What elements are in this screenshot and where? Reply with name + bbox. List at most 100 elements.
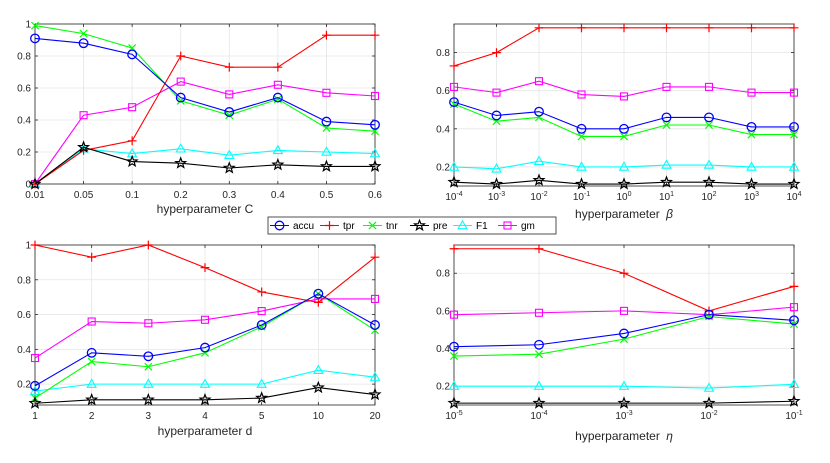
data-point-gm <box>619 306 629 315</box>
data-point-tpr <box>619 268 629 278</box>
series-accu <box>30 288 380 391</box>
data-point-pre <box>368 159 382 172</box>
x-axis-label: hyperparameter η <box>575 429 673 443</box>
series-line-tnr <box>34 25 376 132</box>
data-point-f1 <box>788 378 800 389</box>
data-point-pre <box>28 396 42 409</box>
data-point-pre <box>574 177 589 190</box>
x-tick-label: 0.05 <box>74 190 94 201</box>
series-tnr <box>449 312 799 361</box>
x-tick-label: 10-5 <box>445 410 462 422</box>
data-point-accu <box>576 123 587 134</box>
legend-item-accu: accu <box>270 220 314 232</box>
data-point-pre <box>489 177 504 190</box>
series-line-pre <box>34 387 376 404</box>
x-tick-label: 104 <box>786 191 801 203</box>
data-point-accu <box>661 112 672 123</box>
data-point-pre <box>787 177 801 190</box>
x-tick-label: 10-1 <box>573 191 590 203</box>
data-point-gm <box>79 111 88 120</box>
data-point-gm <box>747 88 756 97</box>
x-tick-label: 103 <box>744 191 759 203</box>
data-point-tpr <box>370 30 380 40</box>
data-point-tpr <box>492 48 501 57</box>
x-tick-label: 10-1 <box>785 410 802 422</box>
data-point-gm <box>534 77 544 86</box>
data-point-pre <box>617 396 631 409</box>
legend-label: tnr <box>386 221 398 232</box>
x-tick-label: 4 <box>202 411 208 422</box>
x-tick-base: 10 <box>615 411 627 422</box>
data-point-tnr <box>225 111 234 120</box>
subplot-4: 0.20.40.60.810-5 10-4 10-3 10-2 10-1hyperpar… <box>436 244 803 443</box>
x-tick-exponent: -4 <box>456 191 462 198</box>
series-line-pre <box>454 400 795 404</box>
data-point-f1 <box>256 378 268 388</box>
data-point-accu <box>491 110 502 121</box>
x-tick-label: 3 <box>146 411 152 422</box>
x-tick-label: 100 <box>616 191 631 203</box>
data-point-tpr <box>789 23 799 33</box>
data-point-gm <box>370 294 380 303</box>
series-line-pre <box>453 179 794 185</box>
data-point-gm <box>225 90 234 99</box>
data-point-tpr <box>449 61 459 71</box>
legend-marker-f1 <box>457 219 468 230</box>
series-tpr <box>30 30 380 189</box>
x-tick-label: 0.4 <box>271 190 285 201</box>
data-point-accu <box>86 347 97 358</box>
data-point-gm <box>789 88 799 97</box>
legend-item-f1: F1 <box>453 219 488 232</box>
data-point-accu <box>321 116 332 127</box>
data-point-accu <box>78 38 89 49</box>
x-tick-exponent: 4 <box>798 191 802 198</box>
data-point-pre <box>447 175 461 188</box>
data-point-f1 <box>448 161 460 171</box>
data-point-f1 <box>29 385 41 395</box>
data-point-accu <box>30 380 40 391</box>
data-point-gm <box>449 310 459 319</box>
series-line-pre <box>34 146 375 185</box>
data-point-tpr <box>449 244 459 254</box>
legend-marker-gm <box>503 221 512 230</box>
x-tick-exponent: 2 <box>713 191 717 198</box>
data-point-pre <box>77 140 91 153</box>
data-point-f1 <box>746 161 757 171</box>
y-tick-label: 0.2 <box>17 148 31 159</box>
data-point-f1 <box>175 143 187 153</box>
data-point-accu <box>272 92 283 103</box>
data-point-tpr <box>313 297 323 307</box>
series-line-f1 <box>453 160 794 170</box>
y-tick-label: 0.6 <box>17 84 31 95</box>
x-tick-exponent: -1 <box>796 410 802 417</box>
data-point-pre <box>787 394 801 407</box>
x-tick-label: 102 <box>701 191 716 203</box>
series-line-gm <box>453 80 794 97</box>
x-axis-label-text: hyperparameter C <box>157 202 254 216</box>
legend-label: tpr <box>343 221 355 232</box>
data-point-tnr <box>79 29 88 38</box>
series-line-f1 <box>34 369 376 392</box>
x-tick-base: 10 <box>573 192 585 203</box>
x-tick-label: 10-3 <box>615 410 632 422</box>
x-tick-label: 2 <box>89 411 95 422</box>
data-point-f1 <box>618 380 630 390</box>
data-point-pre <box>532 173 546 186</box>
x-tick-exponent: -2 <box>711 410 717 417</box>
data-point-accu <box>449 97 459 108</box>
data-point-tnr <box>704 120 714 130</box>
x-axis-label-symbol: η <box>666 429 673 443</box>
x-tick-exponent: 1 <box>670 191 674 198</box>
data-point-accu <box>256 320 267 330</box>
series-line-f1 <box>454 383 795 389</box>
series-line-accu <box>453 314 795 348</box>
legend-item-pre: pre <box>410 218 448 232</box>
data-point-pre <box>271 157 285 171</box>
data-point-gm <box>449 82 459 91</box>
legend-item-tpr: tpr <box>320 221 355 232</box>
data-point-tpr <box>534 23 544 33</box>
legend-marker-pre <box>412 218 427 232</box>
x-axis-label: hyperparameter d <box>158 424 253 438</box>
legend-label: gm <box>521 221 535 232</box>
data-point-accu <box>449 341 459 352</box>
